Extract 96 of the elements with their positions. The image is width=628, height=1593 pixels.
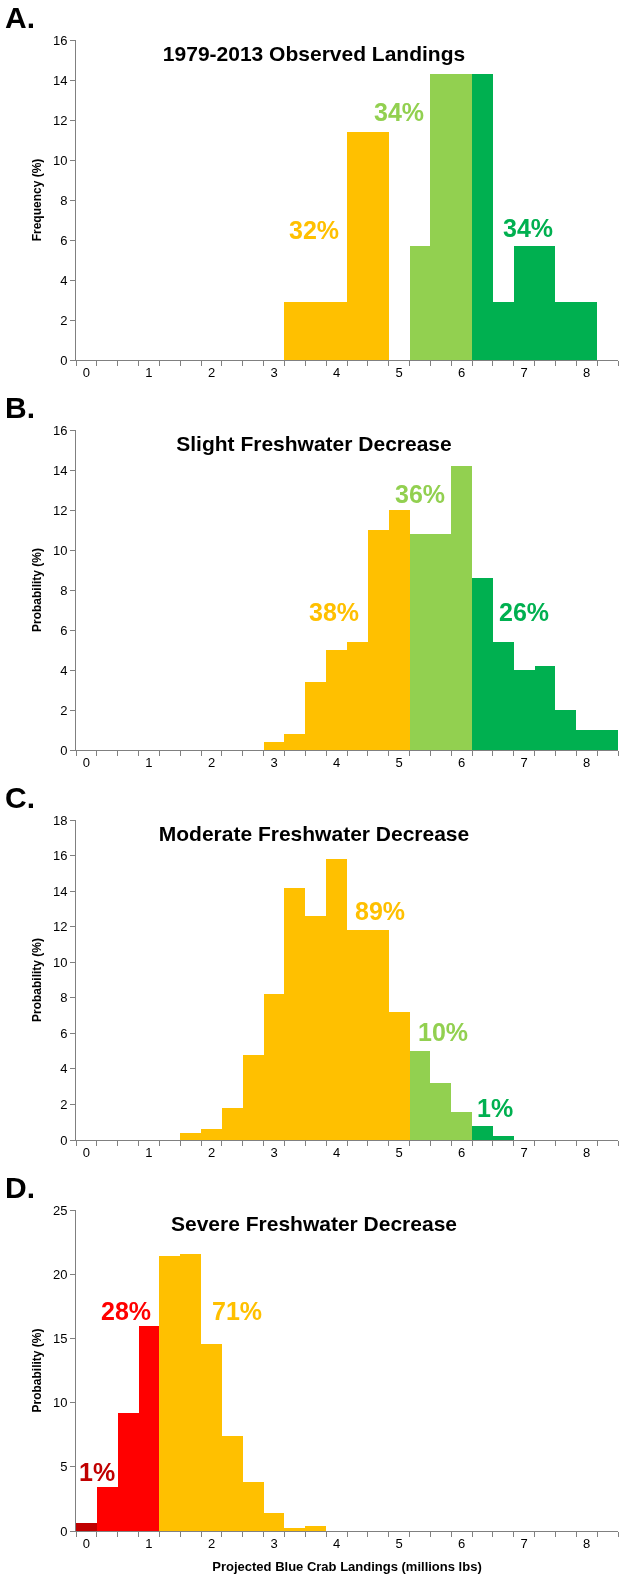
y-tick-label: 14 <box>52 883 68 899</box>
annotation: 10% <box>418 1018 469 1046</box>
y-tick-label: 16 <box>52 32 68 48</box>
y-tick-label: 8 <box>60 990 68 1006</box>
y-tick-label: 8 <box>60 192 68 208</box>
x-tick-label: 1 <box>145 1535 153 1551</box>
x-tick-label: 0 <box>82 1144 91 1160</box>
x-tick-label: 7 <box>520 364 528 380</box>
y-tick-label: 2 <box>60 702 68 718</box>
chart-title: Moderate Freshwater Decrease <box>158 822 470 846</box>
y-tick-label: 6 <box>60 622 68 638</box>
text: C. <box>5 781 35 814</box>
annotation: 1% <box>79 1458 116 1486</box>
x-tick-label: 0 <box>82 754 91 770</box>
y-tick-label: 20 <box>52 1266 68 1282</box>
y-tick-label: 10 <box>52 152 68 168</box>
annotation: 89% <box>355 897 406 925</box>
x-tick-label: 5 <box>395 754 403 770</box>
y-tick-label: 10 <box>52 1395 68 1411</box>
x-tick-label: 2 <box>207 1144 216 1160</box>
bar <box>76 1523 97 1531</box>
x-tick-label: 1 <box>145 1144 153 1160</box>
x-tick-label: 4 <box>332 364 341 380</box>
x-tick-label: 3 <box>270 1535 278 1551</box>
x-tick-label: 8 <box>583 1535 591 1551</box>
annotation: 38% <box>309 598 360 626</box>
y-axis-title: Frequency (%) <box>30 158 45 242</box>
x-tick-label: 4 <box>332 1535 341 1551</box>
y-tick-label: 5 <box>60 1459 68 1475</box>
x-tick-label: 6 <box>458 754 466 770</box>
y-tick-label: 10 <box>52 542 68 558</box>
y-tick-label: 0 <box>60 1132 68 1148</box>
y-tick-label: 12 <box>52 112 68 128</box>
x-tick-label: 0 <box>82 1535 91 1551</box>
x-tick-label: 1 <box>145 364 153 380</box>
x-tick-label: 3 <box>270 754 278 770</box>
y-tick-label: 16 <box>52 422 68 438</box>
y-tick-label: 2 <box>60 1096 68 1112</box>
annotation: 26% <box>499 598 550 626</box>
annotation: 28% <box>101 1297 152 1325</box>
y-tick-label: 2 <box>60 312 68 328</box>
x-tick-label: 0 <box>82 364 91 380</box>
text: B. <box>5 391 35 424</box>
text: A. <box>5 1 35 34</box>
x-tick-label: 1 <box>145 754 153 770</box>
y-tick-label: 12 <box>52 919 68 935</box>
annotation: 34% <box>374 98 425 126</box>
annotation: 32% <box>289 216 340 244</box>
x-tick-label: 8 <box>583 364 591 380</box>
y-tick-label: 4 <box>60 662 68 678</box>
annotation: 34% <box>503 214 554 242</box>
x-tick-label: 4 <box>332 754 341 770</box>
annotation: 36% <box>395 480 446 508</box>
y-tick-label: 16 <box>52 848 68 864</box>
x-tick-label: 5 <box>395 364 403 380</box>
x-tick-label: 5 <box>395 1535 403 1551</box>
text: D. <box>5 1171 35 1204</box>
x-axis-title: Projected Blue Crab Landings (millions lbs) <box>212 1559 482 1575</box>
x-tick-label: 2 <box>207 754 216 770</box>
x-tick-label: 3 <box>270 364 278 380</box>
x-tick-label: 7 <box>520 1535 528 1551</box>
y-tick-label: 0 <box>60 352 68 368</box>
y-tick-label: 15 <box>52 1330 68 1346</box>
x-tick-label: 6 <box>458 1535 466 1551</box>
chart-title: 1979-2013 Observed Landings <box>162 42 466 66</box>
x-tick-label: 8 <box>583 754 591 770</box>
y-axis-title: Probability (%) <box>30 547 45 633</box>
x-tick-label: 2 <box>207 1535 216 1551</box>
y-tick-label: 14 <box>52 462 68 478</box>
y-axis-title: Probability (%) <box>30 1328 45 1413</box>
annotation: 1% <box>477 1094 514 1122</box>
y-tick-label: 10 <box>52 954 68 970</box>
y-tick-label: 18 <box>52 812 68 828</box>
y-tick-label: 8 <box>60 582 68 598</box>
chart-title: Severe Freshwater Decrease <box>170 1212 458 1236</box>
y-tick-label: 4 <box>60 1061 68 1077</box>
x-tick-label: 8 <box>583 1144 591 1160</box>
x-tick-label: 6 <box>458 364 466 380</box>
y-tick-label: 14 <box>52 72 68 88</box>
x-tick-label: 7 <box>520 1144 528 1160</box>
y-tick-label: 6 <box>60 232 68 248</box>
x-tick-label: 7 <box>520 754 528 770</box>
y-tick-label: 6 <box>60 1025 68 1041</box>
y-tick-label: 25 <box>52 1202 68 1218</box>
y-tick-label: 4 <box>60 272 68 288</box>
chart-title: Slight Freshwater Decrease <box>176 432 452 456</box>
x-tick-label: 4 <box>332 1144 341 1160</box>
y-tick-label: 12 <box>52 502 68 518</box>
y-axis-title: Probability (%) <box>30 937 45 1023</box>
y-tick-label: 0 <box>60 1523 68 1539</box>
annotation: 71% <box>212 1297 263 1325</box>
y-tick-label: 0 <box>60 742 68 758</box>
x-tick-label: 5 <box>395 1144 403 1160</box>
x-tick-label: 3 <box>270 1144 278 1160</box>
x-tick-label: 6 <box>458 1144 466 1160</box>
x-tick-label: 2 <box>207 364 216 380</box>
